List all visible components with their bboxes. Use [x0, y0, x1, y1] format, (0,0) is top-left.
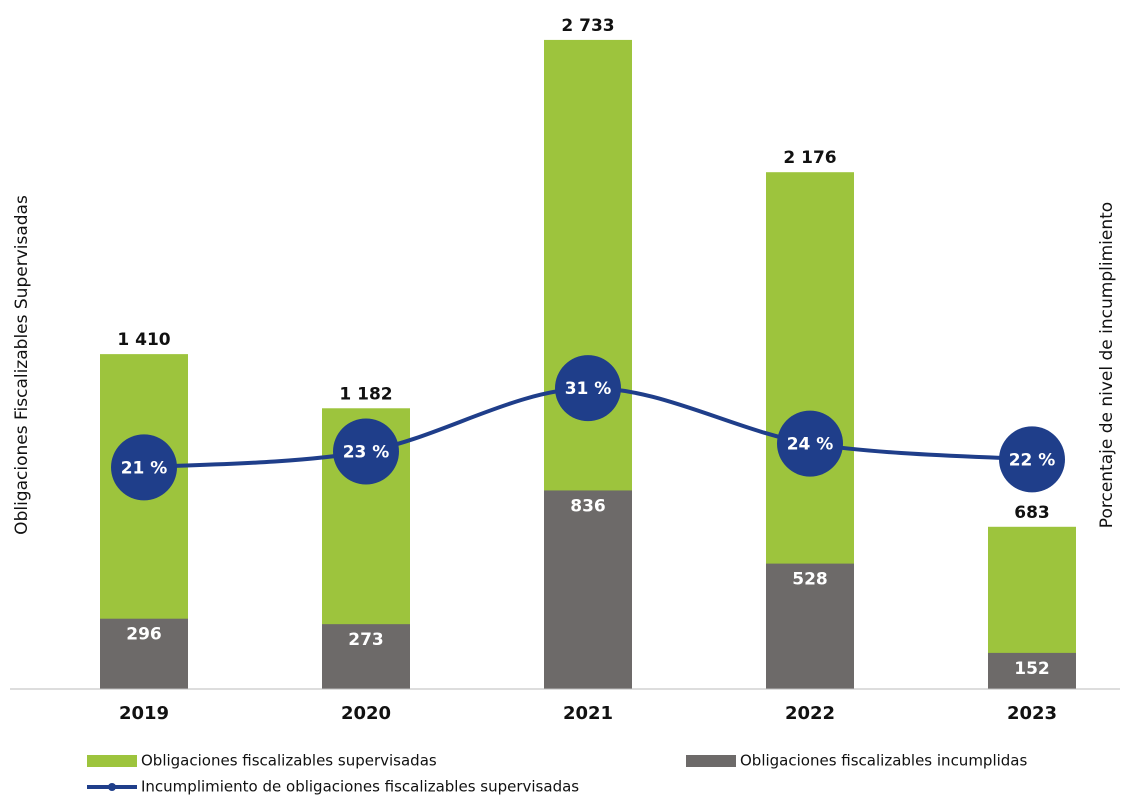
value-label: 2 176 [783, 148, 836, 168]
bar [100, 618, 188, 689]
line-marker [111, 434, 177, 501]
value-label: 683 [1014, 503, 1050, 523]
value-label: 31 % [565, 379, 612, 399]
bar [544, 490, 632, 689]
value-label: 836 [570, 496, 606, 516]
bar [766, 563, 854, 689]
line-marker [999, 426, 1065, 493]
x-tick-label: 2023 [1007, 703, 1057, 724]
value-label: 2 733 [561, 16, 614, 36]
line-marker [555, 355, 621, 422]
y-axis-title: Obligaciones Fiscalizables Supervisadas [12, 195, 32, 535]
x-tick-label: 2022 [785, 703, 835, 724]
legend-swatch [686, 755, 736, 767]
value-label: 21 % [121, 458, 168, 478]
value-label: 1 410 [117, 330, 170, 350]
value-label: 273 [348, 630, 384, 650]
legend-label: Obligaciones fiscalizables incumplidas [740, 752, 1027, 770]
value-label: 22 % [1009, 450, 1056, 470]
x-tick-label: 2021 [563, 703, 613, 724]
legend-label: Obligaciones fiscalizables supervisadas [141, 752, 437, 770]
value-label: 528 [792, 570, 828, 590]
y2-axis-title: Porcentaje de nivel de incumplimiento [1097, 202, 1117, 528]
legend-swatch [87, 755, 137, 767]
line-marker [777, 410, 843, 477]
bar [988, 652, 1076, 689]
value-label: 1 182 [339, 384, 392, 404]
legend-marker [108, 783, 116, 791]
line-marker [333, 418, 399, 485]
legend-label: Incumplimiento de obligaciones fiscaliza… [141, 778, 579, 796]
value-label: 152 [1014, 659, 1050, 679]
x-tick-label: 2020 [341, 703, 391, 724]
bar [322, 624, 410, 689]
value-label: 296 [126, 625, 162, 645]
value-label: 24 % [787, 435, 834, 455]
value-label: 23 % [343, 443, 390, 463]
x-tick-label: 2019 [119, 703, 169, 724]
